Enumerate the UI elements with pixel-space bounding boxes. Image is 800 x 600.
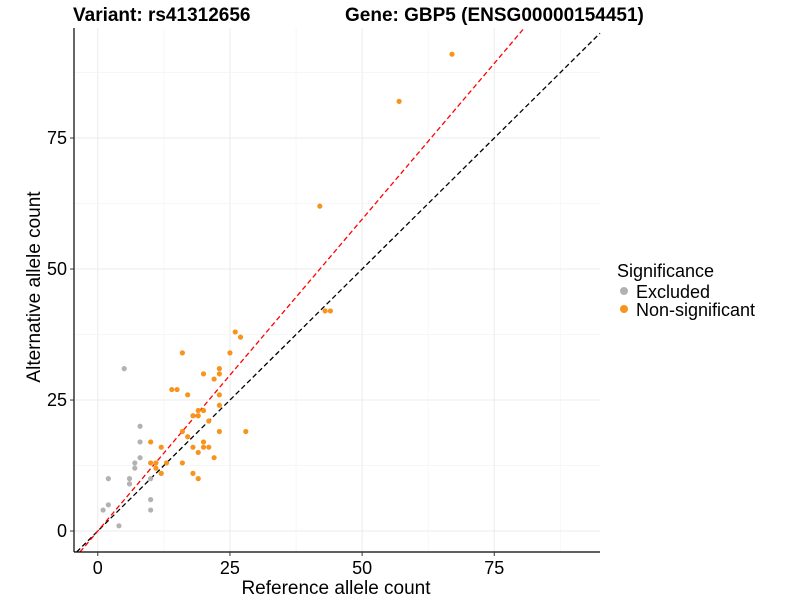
legend-marker-excluded (620, 287, 628, 295)
y-tick-label: 75 (47, 128, 67, 148)
legend-marker-non-significant (620, 305, 628, 313)
data-point-excluded (137, 439, 143, 445)
y-tick-label: 0 (57, 521, 67, 541)
grid (74, 28, 600, 552)
data-point-non-significant (216, 392, 222, 398)
data-point-non-significant (195, 413, 201, 419)
data-point-non-significant (195, 407, 201, 414)
data-point-non-significant (200, 444, 207, 450)
data-point-excluded (121, 366, 127, 372)
data-point-excluded (148, 497, 154, 503)
chart-title-gene: Gene: GBP5 (ENSG00000154451) (345, 5, 644, 26)
chart-title-variant: Variant: rs41312656 (73, 5, 250, 26)
data-point-non-significant (195, 476, 201, 482)
y-tick-label: 50 (47, 259, 67, 279)
data-point-non-significant (185, 434, 191, 440)
data-point-non-significant (237, 334, 244, 340)
x-tick-label: 50 (352, 558, 372, 578)
x-axis-label: Reference allele count (241, 578, 431, 599)
data-point-non-significant (211, 376, 217, 382)
data-point-non-significant (190, 444, 196, 450)
data-point-non-significant (190, 413, 196, 419)
data-points (100, 51, 455, 529)
data-point-excluded (148, 507, 154, 513)
legend-label-excluded: Excluded (636, 282, 710, 302)
data-point-non-significant (216, 366, 222, 372)
data-point-excluded (132, 465, 138, 471)
y-axis-label: Alternative allele count (24, 191, 45, 383)
data-point-non-significant (148, 460, 154, 466)
data-point-non-significant (200, 407, 207, 414)
data-point-non-significant (449, 51, 455, 57)
data-point-non-significant (322, 308, 328, 314)
data-point-excluded (100, 507, 106, 513)
reference-lines (76, 27, 601, 553)
axes (73, 28, 600, 553)
data-point-non-significant (200, 371, 207, 377)
data-point-non-significant (179, 428, 185, 435)
tick-labels: 0 25 50 75 0 25 50 75 (47, 128, 504, 578)
x-tick-label: 25 (220, 558, 240, 578)
data-point-non-significant (179, 460, 185, 466)
data-point-non-significant (185, 392, 191, 398)
x-tick-label: 75 (484, 558, 504, 578)
data-point-non-significant (216, 402, 222, 408)
data-point-non-significant (174, 386, 180, 393)
data-point-non-significant (153, 465, 159, 471)
identity-line (76, 32, 601, 553)
data-point-non-significant (153, 460, 159, 466)
data-point-excluded (132, 460, 138, 466)
data-point-non-significant (396, 98, 402, 104)
data-point-non-significant (227, 350, 233, 356)
data-point-non-significant (232, 329, 238, 335)
data-point-non-significant (206, 444, 212, 450)
data-point-non-significant (190, 470, 196, 476)
fit-line (79, 27, 525, 553)
data-point-non-significant (317, 203, 323, 209)
data-point-non-significant (163, 460, 170, 466)
data-point-non-significant (216, 371, 222, 377)
legend-title: Significance (617, 261, 714, 281)
data-point-excluded (116, 523, 122, 529)
data-point-non-significant (327, 308, 333, 314)
data-point-excluded (126, 481, 133, 487)
data-point-excluded (105, 476, 111, 482)
y-tick-label: 25 (47, 390, 67, 410)
data-point-non-significant (179, 350, 185, 356)
data-point-non-significant (158, 470, 164, 476)
data-point-non-significant (200, 439, 207, 445)
data-point-non-significant (158, 444, 164, 450)
data-point-excluded (126, 476, 133, 482)
data-point-non-significant (169, 386, 175, 393)
data-point-non-significant (148, 439, 154, 445)
data-point-excluded (105, 502, 111, 508)
data-point-non-significant (206, 418, 212, 424)
data-point-non-significant (216, 428, 222, 435)
data-point-excluded (137, 423, 143, 429)
data-point-excluded (148, 476, 154, 482)
data-point-non-significant (195, 449, 201, 456)
data-point-non-significant (243, 428, 249, 435)
legend: Significance Excluded Non-significant (617, 261, 755, 320)
legend-label-non-significant: Non-significant (636, 300, 755, 320)
data-point-non-significant (211, 455, 217, 461)
x-tick-label: 0 (93, 558, 103, 578)
data-point-excluded (137, 455, 143, 461)
